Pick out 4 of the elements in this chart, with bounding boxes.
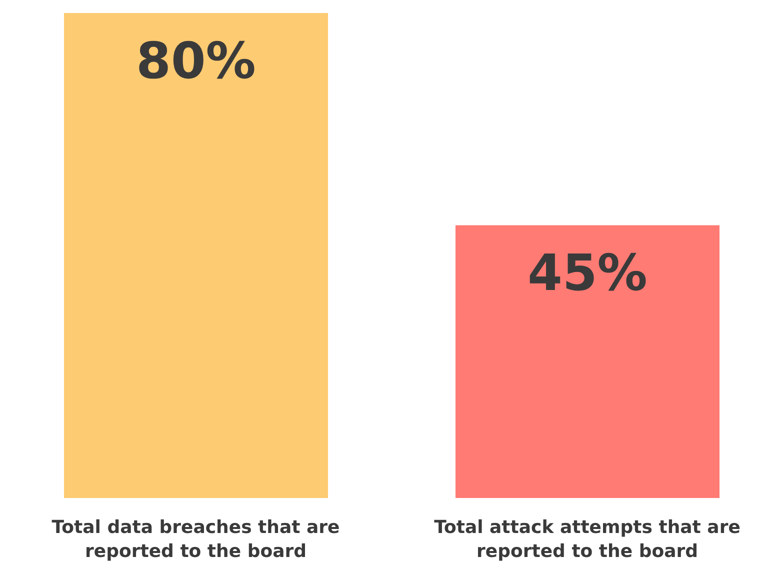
x-tick-label: Total attack attempts that are reported to the board bbox=[433, 516, 742, 564]
data-label: 80% bbox=[136, 32, 256, 90]
x-tick-label: Total data breaches that are reported to the board bbox=[50, 516, 341, 564]
data-label: 45% bbox=[528, 244, 648, 302]
